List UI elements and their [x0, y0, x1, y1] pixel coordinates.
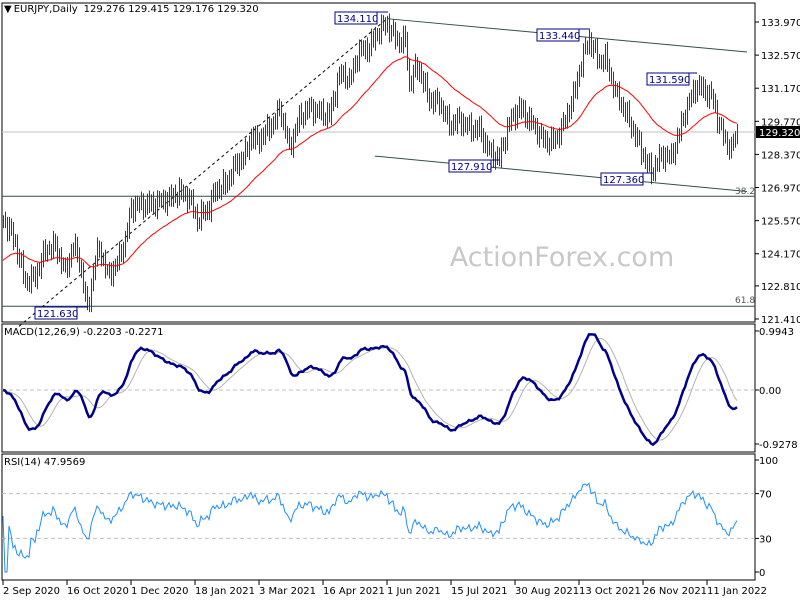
chart-header: ▼ EURJPY,Daily 129.276 129.415 129.176 129… [4, 4, 259, 15]
macd-axis-label: -0.9278 [759, 440, 798, 451]
date-axis-label: 3 Mar 2021 [259, 586, 316, 597]
trendline-support-uptrend [18, 18, 388, 327]
date-axis-label: 16 Apr 2021 [323, 586, 385, 597]
price-axis-label: 131.170 [761, 84, 800, 95]
date-axis-label: 2 Sep 2020 [3, 586, 60, 597]
rsi-axis-label: 0 [759, 568, 765, 579]
annotation-low-127910: 127.910 [451, 162, 492, 173]
price-axis-label: 133.970 [761, 18, 800, 29]
macd-panel-frame [1, 323, 756, 453]
date-axis-label: 26 Nov 2021 [643, 586, 707, 597]
fib-618-label: 61.8 [735, 296, 755, 306]
trendline-channel-bottom [374, 155, 748, 193]
rsi-line [2, 482, 738, 573]
date-axis-label: 1 Jun 2021 [387, 586, 441, 597]
date-axis-label: 30 Aug 2021 [515, 586, 579, 597]
macd-signal-line [2, 337, 738, 441]
price-axis-label: 129.770 [761, 117, 800, 128]
annotation-high-134110: 134.110 [337, 14, 378, 25]
current-price-label: 129.320 [759, 128, 800, 139]
main-panel-frame [1, 2, 756, 323]
annotation-high-133440-box [536, 28, 580, 42]
rsi-panel-frame [1, 453, 756, 581]
annotation-high-131590-box [646, 72, 690, 86]
moving-average-line [2, 56, 738, 268]
price-axis-label: 122.810 [761, 282, 800, 293]
price-bars [3, 13, 738, 313]
macd-title: MACD(12,26,9) -0.2203 -0.2271 [4, 327, 164, 338]
rsi-title: RSI(14) 47.9569 [4, 457, 86, 468]
annotation-high-131590: 131.590 [649, 75, 690, 86]
price-axis-label: 126.970 [761, 184, 800, 195]
rsi-axis-label: 70 [759, 490, 772, 501]
date-axis-label: 13 Oct 2021 [579, 586, 641, 597]
symbol-label: EURJPY,Daily [13, 4, 78, 15]
annotation-low-121630-box [34, 306, 78, 320]
price-axis-label: 132.570 [761, 51, 800, 62]
date-axis-label: 16 Oct 2020 [67, 586, 129, 597]
price-axis-label: 121.410 [761, 315, 800, 326]
price-axis-label: 124.170 [761, 250, 800, 261]
dropdown-triangle-icon[interactable]: ▼ [4, 4, 12, 15]
annotation-low-121630: 121.630 [37, 309, 78, 320]
price-axis-label: 128.370 [761, 150, 800, 161]
current-price-box [756, 126, 800, 138]
macd-axis-label: 0.00 [759, 386, 781, 397]
macd-line [2, 333, 738, 447]
annotation-low-127360-box [600, 172, 644, 186]
annotation-low-127910-box [448, 159, 492, 173]
date-axis-label: 1 Dec 2020 [131, 586, 189, 597]
date-axis-label: 18 Jan 2021 [195, 586, 255, 597]
ohlc-readout: 129.276 129.415 129.176 129.320 [83, 4, 259, 15]
macd-axis-label: 0.9943 [759, 327, 794, 338]
date-axis-label: 15 Jul 2021 [451, 586, 508, 597]
annotation-high-133440: 133.440 [539, 31, 580, 42]
fib-382-label: 38.2 [735, 187, 755, 197]
annotation-low-127360: 127.360 [603, 175, 644, 186]
date-axis-label: 11 Jan 2022 [707, 586, 767, 597]
rsi-axis-label: 100 [759, 456, 778, 467]
price-axis-label: 125.570 [761, 217, 800, 228]
rsi-axis-label: 30 [759, 534, 772, 545]
watermark: ActionForex.com [450, 242, 675, 273]
annotation-high-134110-box [334, 11, 378, 25]
